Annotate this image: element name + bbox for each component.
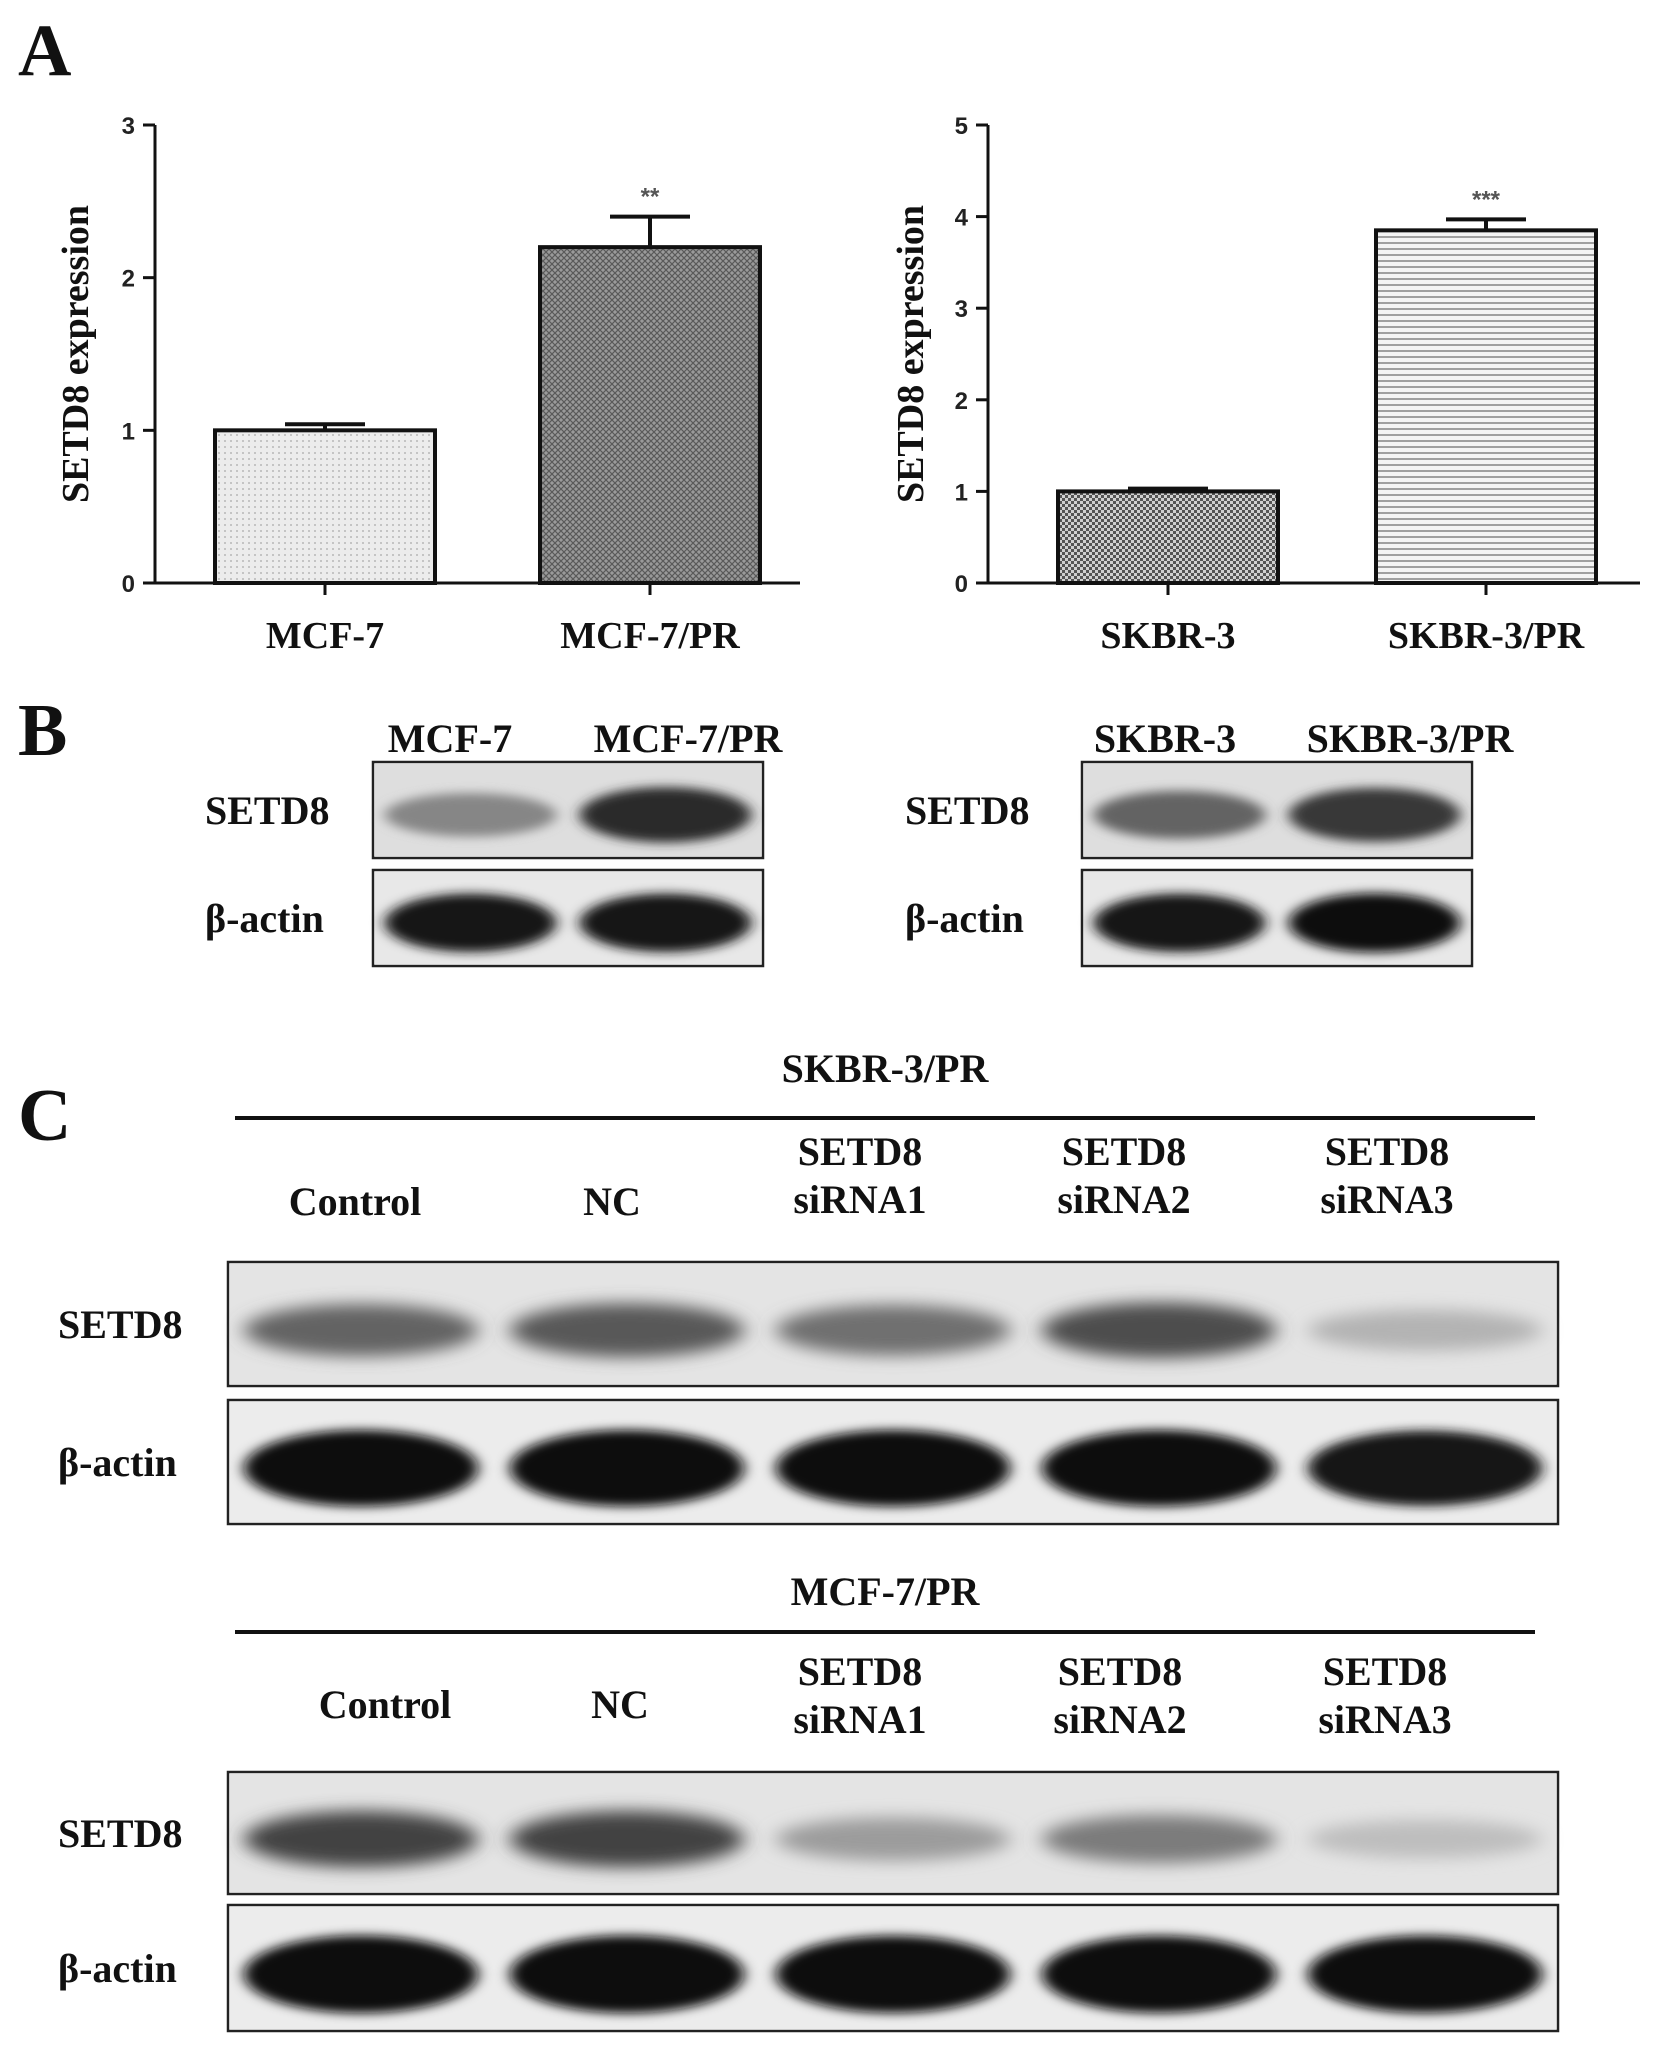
lane-label: MCF-7/PR bbox=[594, 716, 784, 761]
lane-label: siRNA3 bbox=[1318, 1697, 1451, 1742]
significance-mark: *** bbox=[1472, 186, 1501, 213]
blot-row-label: SETD8 bbox=[58, 1302, 183, 1347]
lane-label: SETD8 bbox=[1325, 1129, 1450, 1174]
lane-label: SETD8 bbox=[1062, 1129, 1187, 1174]
cell-line-title: SKBR-3/PR bbox=[782, 1046, 990, 1091]
lane-label: SKBR-3 bbox=[1094, 716, 1236, 761]
blot-band bbox=[1307, 1935, 1543, 2014]
blot-band bbox=[1288, 893, 1461, 953]
category-label: MCF-7/PR bbox=[560, 615, 740, 657]
blot-band bbox=[243, 1429, 479, 1507]
panel-label-b: B bbox=[18, 690, 67, 772]
blot-row-label: SETD8 bbox=[205, 788, 330, 833]
blot-band bbox=[1307, 1430, 1543, 1506]
y-tick-label: 5 bbox=[955, 113, 968, 140]
y-tick-label: 2 bbox=[122, 266, 135, 293]
bar-skbr-3-pr bbox=[1374, 228, 1598, 585]
lane-label: MCF-7 bbox=[388, 716, 512, 761]
blot-band bbox=[1041, 1814, 1277, 1864]
category-label: MCF-7 bbox=[266, 615, 384, 657]
panel-label-c: C bbox=[18, 1075, 71, 1157]
y-tick-label: 1 bbox=[955, 479, 968, 506]
lane-label: siRNA3 bbox=[1320, 1177, 1453, 1222]
y-axis-title: SETD8 expression bbox=[55, 205, 97, 503]
blot-band bbox=[1307, 1309, 1543, 1351]
y-tick-label: 0 bbox=[122, 571, 135, 598]
blot-band bbox=[509, 1303, 745, 1358]
blot-row-label: β-actin bbox=[905, 896, 1024, 941]
blot-band bbox=[509, 1810, 745, 1868]
blot-band bbox=[243, 1935, 479, 2014]
lane-label: Control bbox=[289, 1179, 422, 1224]
y-tick-label: 3 bbox=[955, 296, 968, 323]
blot-band bbox=[1041, 1935, 1277, 2014]
blot-band bbox=[1288, 787, 1461, 842]
y-tick-label: 2 bbox=[955, 388, 968, 415]
lane-label: SETD8 bbox=[1323, 1649, 1448, 1694]
significance-mark: ** bbox=[641, 184, 660, 211]
blot-band bbox=[243, 1304, 479, 1357]
bar-skbr-3 bbox=[1056, 489, 1280, 585]
lane-label: SETD8 bbox=[798, 1129, 923, 1174]
panel-label-a: A bbox=[18, 10, 71, 92]
blot-row-label: SETD8 bbox=[58, 1811, 183, 1856]
bar-chart-skbr3: 0 1 2 3 4 5 SETD8 expression SKBR-3 *** SKBR-3/PR bbox=[890, 113, 1640, 657]
blot-band bbox=[384, 893, 557, 953]
lane-label: SKBR-3/PR bbox=[1307, 716, 1515, 761]
y-tick-label: 3 bbox=[122, 113, 135, 140]
lane-label: siRNA2 bbox=[1053, 1697, 1186, 1742]
blot-band bbox=[775, 1935, 1011, 2014]
blot-band bbox=[1041, 1429, 1277, 1507]
blot-band bbox=[579, 787, 752, 843]
lane-label: NC bbox=[591, 1682, 649, 1727]
western-blot-mcf7: MCF-7 MCF-7/PR SETD8 β-actin bbox=[205, 716, 784, 968]
y-tick-label: 0 bbox=[955, 571, 968, 598]
y-tick-label: 1 bbox=[122, 418, 135, 445]
blot-band bbox=[384, 793, 557, 837]
lane-label: siRNA2 bbox=[1057, 1177, 1190, 1222]
bar-mcf-7-pr bbox=[538, 245, 762, 585]
lane-label: SETD8 bbox=[1058, 1649, 1183, 1694]
blot-band bbox=[1041, 1302, 1277, 1359]
blot-band bbox=[775, 1429, 1011, 1507]
blot-band bbox=[1307, 1819, 1543, 1859]
category-label: SKBR-3 bbox=[1100, 615, 1235, 657]
bar-chart-mcf7: 0 1 2 3 SETD8 expression MCF-7 ** MCF-7/PR bbox=[55, 113, 800, 657]
blot-band bbox=[509, 1429, 745, 1507]
lane-label: NC bbox=[583, 1179, 641, 1224]
blot-band bbox=[243, 1810, 479, 1868]
blot-band bbox=[1093, 893, 1266, 953]
blot-band bbox=[509, 1935, 745, 2014]
blot-row-label: SETD8 bbox=[905, 788, 1030, 833]
y-tick-label: 4 bbox=[955, 205, 969, 232]
category-label: SKBR-3/PR bbox=[1388, 615, 1585, 657]
blot-row-label: β-actin bbox=[58, 1440, 177, 1485]
lane-label: Control bbox=[319, 1682, 452, 1727]
blot-band bbox=[579, 893, 752, 953]
lane-label: SETD8 bbox=[798, 1649, 923, 1694]
blot-band bbox=[775, 1304, 1011, 1356]
lane-label: siRNA1 bbox=[793, 1177, 926, 1222]
cell-line-title: MCF-7/PR bbox=[791, 1569, 981, 1614]
blot-band bbox=[1093, 790, 1266, 839]
lane-label: siRNA1 bbox=[793, 1697, 926, 1742]
blot-band bbox=[775, 1817, 1011, 1861]
blot-row-label: β-actin bbox=[58, 1946, 177, 1991]
western-blot-skbr3: SKBR-3 SKBR-3/PR SETD8 β-actin bbox=[905, 716, 1515, 968]
bar-mcf-7 bbox=[213, 428, 437, 586]
y-axis-title: SETD8 expression bbox=[890, 205, 932, 503]
blot-row-label: β-actin bbox=[205, 896, 324, 941]
